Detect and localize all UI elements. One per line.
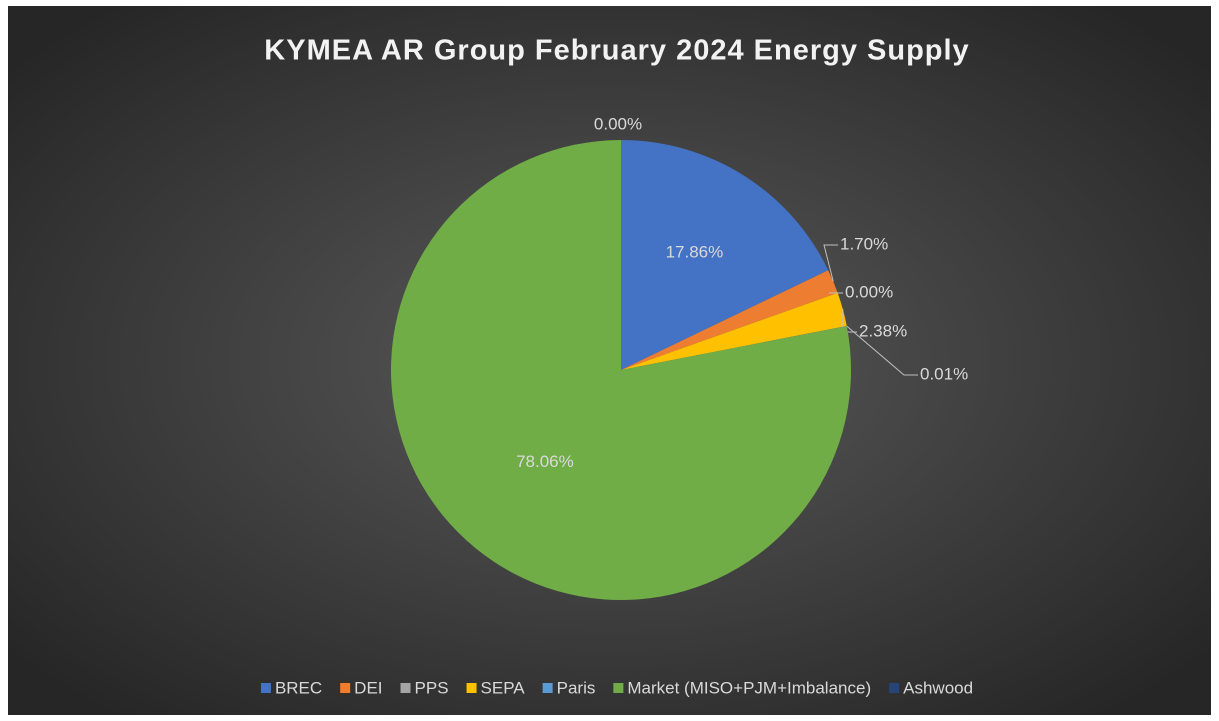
legend-swatch	[542, 683, 553, 693]
pie-slice	[390, 140, 851, 600]
legend: BREC DEI PPS SEPA Paris Market (MISO+PJM+Imba…	[260, 678, 973, 697]
legend-swatch	[260, 683, 271, 693]
legend-swatch	[466, 683, 477, 693]
legend-label: Market (MISO+PJM+Imbalance)	[627, 678, 871, 697]
legend-label: BREC	[275, 678, 322, 697]
chart-title: KYMEA AR Group February 2024 Energy Supp…	[264, 35, 969, 67]
data-label: 17.86%	[666, 243, 724, 262]
legend-swatch	[889, 683, 900, 693]
data-label: 1.70%	[840, 234, 888, 253]
data-label: 0.00%	[594, 114, 642, 133]
data-label: 0.00%	[845, 282, 893, 301]
legend-label: Paris	[557, 678, 596, 697]
leader-line	[823, 244, 838, 282]
pie-slice	[621, 292, 847, 370]
legend-swatch	[613, 683, 624, 693]
legend-label: DEI	[354, 678, 382, 697]
legend-label: Ashwood	[903, 678, 973, 697]
legend-swatch	[340, 683, 351, 693]
data-label: 78.06%	[516, 452, 574, 471]
leader-line	[846, 325, 918, 376]
legend-swatch	[400, 683, 411, 693]
legend-label: PPS	[415, 678, 449, 697]
pie-slice	[621, 140, 829, 370]
legend-label: SEPA	[481, 678, 526, 697]
pie-slice	[621, 326, 847, 370]
pie-slice	[621, 270, 838, 370]
data-label: 2.38%	[859, 321, 907, 340]
data-label: 0.01%	[920, 364, 968, 383]
